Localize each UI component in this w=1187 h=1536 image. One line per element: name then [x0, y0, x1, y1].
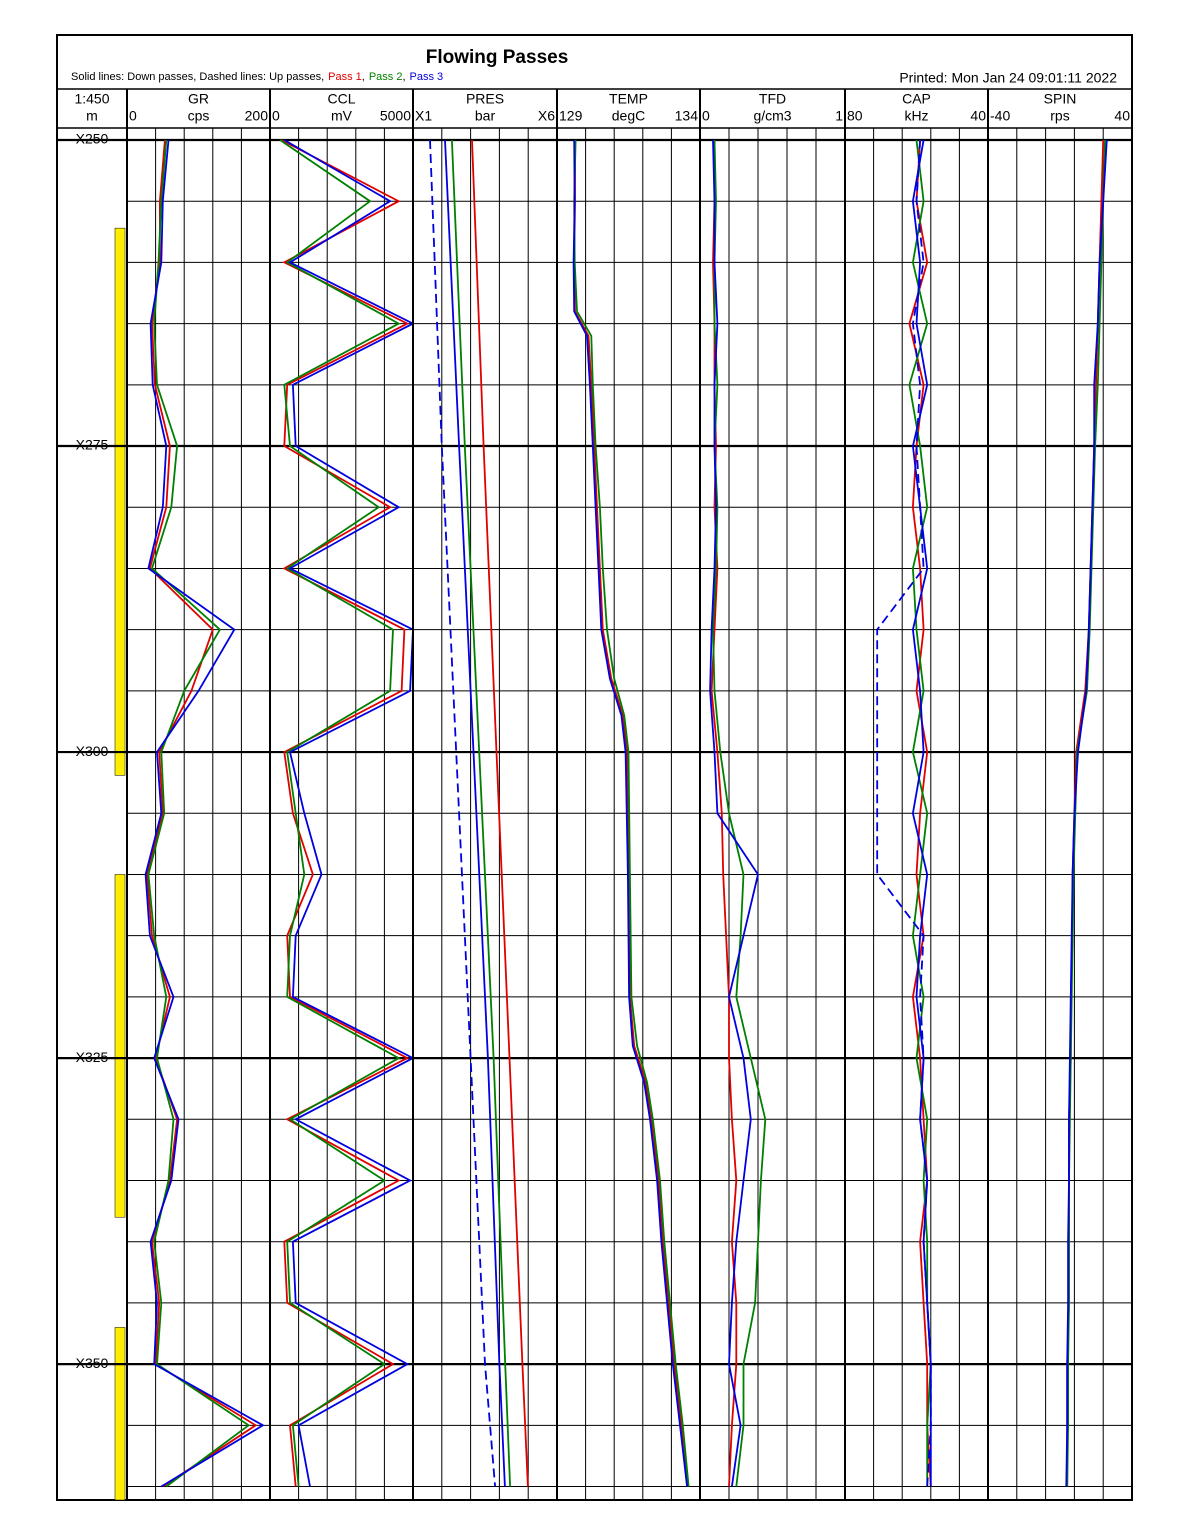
log-curve [279, 139, 401, 1487]
track-name: GR [188, 91, 209, 107]
depth-label: X350 [76, 1355, 109, 1371]
track-unit: bar [475, 108, 496, 124]
printed-date: Printed: Mon Jan 24 09:01:11 2022 [899, 70, 1117, 86]
track-unit: g/cm3 [753, 108, 791, 124]
track-curves [1065, 139, 1108, 1487]
perforation-zone [114, 227, 126, 776]
log-curve [712, 139, 767, 1487]
scale-label: 5000 [380, 108, 411, 124]
track-curves [279, 139, 413, 1487]
title: Flowing Passes [426, 47, 569, 68]
track-name: CCL [327, 91, 355, 107]
log-curve [451, 139, 511, 1487]
scale-label: 0 [272, 108, 280, 124]
log-curve [709, 139, 759, 1487]
frame [56, 34, 1133, 1501]
perforation-zone [114, 874, 126, 1218]
scale-label: 0 [129, 108, 137, 124]
log-curve [1065, 139, 1108, 1487]
track-curves [709, 139, 767, 1487]
scale-label: 129 [559, 108, 583, 124]
scale-label: 200 [245, 108, 269, 124]
depth-label: X300 [76, 743, 109, 759]
track-name: CAP [902, 91, 931, 107]
scale-label: 0 [702, 108, 710, 124]
log-curve [908, 139, 932, 1487]
scale-label: X1 [415, 108, 432, 124]
depth-label: X275 [76, 437, 109, 453]
depth-label: X250 [76, 131, 109, 147]
scale-label: 40 [970, 108, 986, 124]
track-unit: cps [188, 108, 210, 124]
perforation-zone [114, 1327, 126, 1501]
log-curve [710, 140, 738, 1487]
track-name: PRES [466, 91, 504, 107]
log-curve [147, 139, 251, 1488]
depth-unit: m [86, 108, 98, 124]
log-curve [283, 139, 413, 1487]
scale-label: 80 [847, 108, 863, 124]
legend-entry: Pass 3 [410, 71, 444, 83]
legend-prefix: Solid lines: Down passes, Dashed lines: … [71, 71, 324, 83]
log-curve [572, 139, 688, 1487]
track-curves [144, 139, 265, 1488]
log-curve [908, 139, 932, 1487]
log-curve [876, 139, 932, 1487]
track-name: TFD [759, 91, 786, 107]
scale-label: X6 [538, 108, 555, 124]
track-unit: kHz [904, 108, 928, 124]
log-curve [429, 139, 496, 1487]
depth-label: X325 [76, 1049, 109, 1065]
log-curve [144, 139, 265, 1488]
legend-entry: Pass 1 [328, 71, 362, 83]
track-name: SPIN [1044, 91, 1077, 107]
legend-separator: , [402, 71, 405, 83]
legend-entry: Pass 2 [369, 71, 403, 83]
legend-separator: , [362, 71, 365, 83]
track-curves [429, 139, 529, 1487]
scale-label: 134 [675, 108, 699, 124]
log-curve [444, 139, 506, 1487]
log-curve [573, 139, 690, 1487]
track-unit: mV [331, 108, 353, 124]
scale-label: 1 [835, 108, 843, 124]
scale-label: -40 [990, 108, 1010, 124]
log-curve [471, 139, 529, 1487]
track-name: TEMP [609, 91, 648, 107]
track-curves [876, 139, 932, 1487]
scale-label: 40 [1114, 108, 1130, 124]
log-curve [280, 139, 410, 1487]
track-unit: degC [612, 108, 645, 124]
log-curve [146, 139, 258, 1488]
legend: Solid lines: Down passes, Dashed lines: … [71, 71, 443, 83]
track-curves [572, 139, 690, 1487]
track-unit: rps [1050, 108, 1069, 124]
log-curve [573, 140, 688, 1487]
depth-scale: 1:450 [74, 91, 109, 107]
